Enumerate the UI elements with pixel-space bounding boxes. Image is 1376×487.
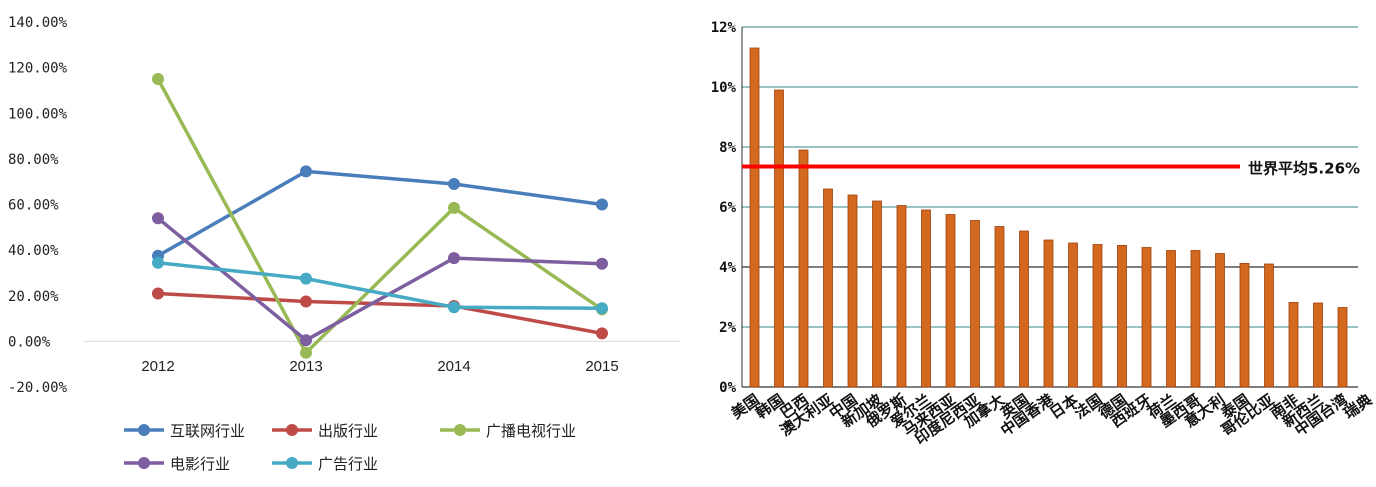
data-point — [152, 73, 164, 85]
series-line — [157, 169, 603, 258]
bar — [774, 89, 784, 388]
legend-label: 电影行业 — [170, 455, 230, 473]
y-tick-label: 120.00% — [8, 61, 68, 77]
data-point — [448, 201, 460, 214]
y-tick-label: 8% — [719, 140, 736, 156]
legend-label: 互联网行业 — [170, 422, 245, 440]
bar — [1190, 250, 1201, 388]
data-point — [300, 272, 312, 285]
reference-line-label: 世界平均5.26% — [1248, 160, 1360, 178]
bar — [994, 226, 1005, 388]
x-tick-label: 2012 — [141, 358, 174, 375]
y-tick-label: 10% — [711, 80, 737, 96]
y-tick-label: 12% — [711, 20, 737, 36]
y-tick-label: 4% — [719, 260, 736, 276]
legend-label: 广播电视行业 — [486, 422, 576, 440]
bar — [970, 220, 980, 388]
bar — [921, 209, 931, 388]
data-point — [596, 198, 608, 211]
bar — [872, 200, 882, 388]
y-tick-label: 60.00% — [8, 198, 59, 214]
data-point — [448, 252, 460, 265]
data-point — [300, 165, 312, 178]
bar — [1043, 239, 1054, 388]
bar — [945, 214, 956, 388]
bar — [896, 205, 907, 388]
bar — [1239, 262, 1250, 388]
data-point — [596, 302, 608, 315]
series-line — [157, 291, 603, 336]
bar — [1019, 230, 1029, 388]
data-point — [152, 212, 164, 225]
bar — [1092, 244, 1103, 388]
bar — [1141, 247, 1152, 388]
data-point — [152, 256, 164, 269]
legend-marker — [454, 424, 466, 436]
bar — [1068, 242, 1078, 388]
bar — [749, 47, 760, 388]
bar — [1166, 250, 1176, 388]
y-tick-label: -20.00% — [8, 380, 68, 396]
data-point — [596, 257, 608, 270]
data-point — [300, 334, 312, 347]
legend-marker — [138, 457, 150, 469]
legend-marker — [138, 424, 150, 436]
series-line — [157, 260, 603, 311]
data-point — [448, 301, 460, 314]
legend-label: 广告行业 — [318, 455, 378, 473]
legend-marker — [286, 424, 298, 436]
y-tick-label: 40.00% — [8, 243, 59, 259]
bar — [1264, 263, 1274, 388]
series-line — [156, 216, 603, 342]
data-point — [152, 287, 164, 300]
right-bar-chart: 0%2%4%6%8%10%12%美国韩国巴西澳大利亚中国新加坡俄罗斯爱尔兰马来西… — [711, 20, 1376, 448]
bar — [823, 188, 833, 388]
x-tick-label: 2015 — [585, 358, 618, 375]
y-tick-label: 0% — [719, 380, 736, 396]
bar — [1313, 302, 1323, 388]
left-line-chart: -20.00% 0.00% 20.00% 40.00% 60.00% 80.00% 100.… — [8, 15, 680, 473]
y-tick-label: 0.00% — [8, 334, 51, 350]
y-tick-label: 100.00% — [8, 106, 68, 122]
x-tick-label: 2013 — [289, 358, 322, 375]
bar — [1215, 253, 1225, 388]
x-tick-label: 2014 — [437, 358, 470, 375]
y-tick-label: 140.00% — [8, 15, 68, 31]
bar — [798, 149, 809, 388]
y-tick-label: 2% — [719, 320, 736, 336]
data-point — [448, 178, 460, 190]
bar — [1337, 307, 1348, 388]
legend-marker — [286, 457, 298, 469]
data-point — [596, 327, 608, 340]
bar — [847, 194, 858, 388]
data-point — [300, 295, 312, 308]
x-tick-label: 瑞典 — [1340, 391, 1375, 423]
data-point — [300, 346, 312, 359]
bar — [1117, 244, 1127, 388]
legend-label: 出版行业 — [318, 422, 378, 440]
bar — [1288, 301, 1299, 388]
series-line — [156, 78, 603, 355]
y-tick-label: 6% — [719, 200, 736, 216]
y-tick-label: 80.00% — [8, 152, 59, 168]
y-tick-label: 20.00% — [8, 289, 59, 305]
